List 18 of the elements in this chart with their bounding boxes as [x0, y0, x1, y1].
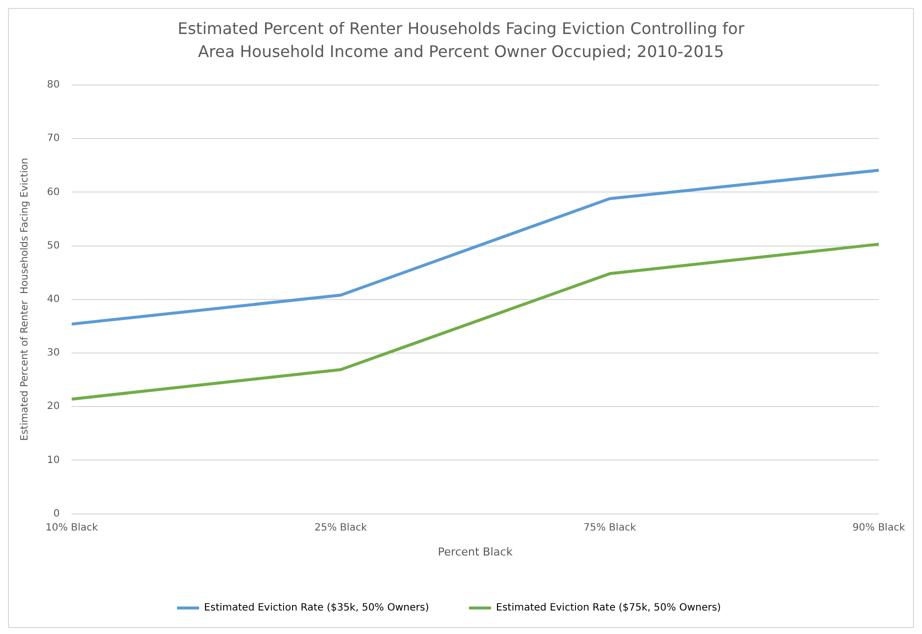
x-tick-label: 90% Black: [852, 522, 906, 534]
chart-title: Estimated Percent of Renter Households Facing Eviction Controlling for Area Household Income and Percent Owner Occupied; 2010-2015: [176, 18, 746, 63]
legend-label: Estimated Eviction Rate ($35k, 50% Owners): [204, 602, 430, 614]
y-axis-title: Estimated Percent of Renter Households Facing Eviction: [20, 158, 31, 441]
y-tick-label: 60: [46, 186, 60, 198]
x-tick-label: 10% Black: [45, 522, 98, 534]
y-tick-label: 70: [46, 133, 60, 144]
y-tick-label: 40: [46, 294, 60, 305]
y-tick-label: 0: [53, 508, 60, 520]
x-tick-label: 75% Black: [584, 522, 636, 534]
x-axis-title: Percent Black: [438, 545, 514, 558]
y-tick-label: 80: [46, 80, 60, 91]
y-tick-label: 30: [46, 348, 60, 359]
legend-label: Estimated Eviction Rate ($75k, 50% Owners): [496, 602, 722, 614]
y-tick-label: 10: [46, 454, 60, 466]
x-tick-label: 25% Black: [314, 522, 368, 534]
y-tick-label: 20: [46, 401, 60, 412]
y-tick-label: 50: [46, 240, 60, 252]
